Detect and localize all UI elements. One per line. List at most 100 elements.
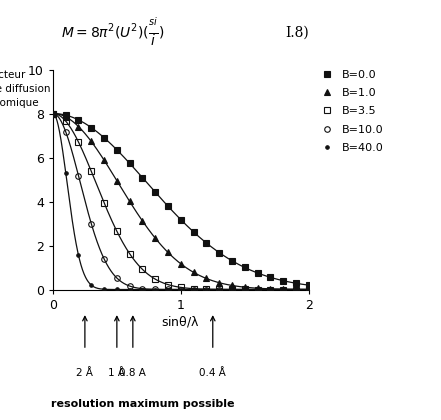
B=0.0 xyxy=(76,117,81,122)
Legend: B=0.0, B=1.0, B=3.5, B=10.0, B=40.0: B=0.0, B=1.0, B=3.5, B=10.0, B=40.0 xyxy=(311,65,389,158)
Text: resolution maximum possible: resolution maximum possible xyxy=(51,399,234,409)
B=10.0 xyxy=(178,287,183,292)
B=1.0 xyxy=(114,178,120,183)
B=40.0 xyxy=(153,287,158,292)
B=1.0 xyxy=(76,124,81,129)
B=3.5 xyxy=(242,287,247,292)
X-axis label: $\mathregular{sin\theta/\lambda}$: $\mathregular{sin\theta/\lambda}$ xyxy=(161,314,200,329)
B=0.0 xyxy=(101,135,107,140)
B=10.0 xyxy=(280,287,286,292)
B=3.5 xyxy=(229,287,235,292)
B=0.0 xyxy=(293,281,299,286)
B=1.0 xyxy=(229,283,235,288)
B=3.5 xyxy=(89,169,94,174)
B=0.0 xyxy=(306,283,311,288)
Line: B=1.0: B=1.0 xyxy=(50,110,312,293)
B=40.0 xyxy=(165,287,171,292)
B=10.0 xyxy=(268,287,273,292)
B=40.0 xyxy=(89,283,94,288)
B=3.5 xyxy=(140,267,145,272)
B=0.0 xyxy=(89,125,94,130)
B=10.0 xyxy=(293,287,299,292)
B=3.5 xyxy=(114,229,120,234)
Text: 0.8 A: 0.8 A xyxy=(120,368,146,378)
B=1.0 xyxy=(63,114,68,119)
B=10.0 xyxy=(127,284,132,289)
B=40.0 xyxy=(306,287,311,292)
Text: 2 Å: 2 Å xyxy=(76,368,93,378)
B=40.0 xyxy=(217,287,222,292)
B=1.0 xyxy=(306,287,311,292)
B=10.0 xyxy=(50,111,56,116)
B=40.0 xyxy=(140,287,145,292)
B=40.0 xyxy=(242,287,247,292)
B=1.0 xyxy=(191,270,196,275)
B=40.0 xyxy=(268,287,273,292)
B=10.0 xyxy=(114,276,120,281)
B=3.5 xyxy=(127,251,132,256)
B=0.0 xyxy=(217,250,222,255)
B=40.0 xyxy=(127,287,132,292)
B=0.0 xyxy=(255,270,260,276)
Text: facteur
de diffusion
atomique: facteur de diffusion atomique xyxy=(0,69,50,108)
B=0.0 xyxy=(127,161,132,166)
B=0.0 xyxy=(153,189,158,194)
Text: I.8): I.8) xyxy=(286,26,310,40)
B=10.0 xyxy=(229,287,235,292)
B=3.5 xyxy=(204,287,209,292)
B=3.5 xyxy=(306,287,311,292)
B=1.0 xyxy=(89,139,94,144)
B=1.0 xyxy=(153,236,158,241)
B=1.0 xyxy=(178,261,183,266)
B=10.0 xyxy=(306,287,311,292)
B=1.0 xyxy=(50,111,56,116)
B=40.0 xyxy=(63,170,68,175)
B=3.5 xyxy=(268,287,273,292)
B=1.0 xyxy=(242,285,247,290)
B=1.0 xyxy=(293,287,299,292)
B=0.0 xyxy=(50,111,56,116)
Line: B=40.0: B=40.0 xyxy=(51,112,310,291)
Line: B=0.0: B=0.0 xyxy=(50,110,312,288)
B=10.0 xyxy=(140,286,145,291)
B=10.0 xyxy=(204,287,209,292)
B=0.0 xyxy=(191,229,196,234)
B=3.5 xyxy=(178,285,183,290)
B=40.0 xyxy=(293,287,299,292)
B=40.0 xyxy=(101,287,107,292)
B=3.5 xyxy=(255,287,260,292)
B=3.5 xyxy=(280,287,286,292)
B=1.0 xyxy=(204,276,209,281)
B=0.0 xyxy=(204,241,209,246)
B=0.0 xyxy=(178,217,183,222)
B=1.0 xyxy=(140,218,145,223)
B=3.5 xyxy=(293,287,299,292)
B=3.5 xyxy=(153,277,158,282)
B=1.0 xyxy=(268,286,273,291)
B=10.0 xyxy=(63,129,68,134)
Text: 0.4 Å: 0.4 Å xyxy=(199,368,226,378)
Text: 1 Å: 1 Å xyxy=(108,368,125,378)
B=40.0 xyxy=(114,287,120,292)
B=0.0 xyxy=(268,275,273,280)
B=40.0 xyxy=(50,111,56,116)
B=0.0 xyxy=(63,113,68,118)
B=3.5 xyxy=(63,118,68,123)
B=10.0 xyxy=(165,287,171,292)
B=3.5 xyxy=(217,287,222,292)
B=1.0 xyxy=(127,199,132,204)
Text: $\mathit{M} = 8\pi^2(\mathit{U}^2)(\dfrac{^{si}}{i})$: $\mathit{M} = 8\pi^2(\mathit{U}^2)(\dfra… xyxy=(60,16,164,50)
B=3.5 xyxy=(76,139,81,144)
B=3.5 xyxy=(50,111,56,116)
B=0.0 xyxy=(242,265,247,270)
B=10.0 xyxy=(89,221,94,226)
B=10.0 xyxy=(191,287,196,292)
B=1.0 xyxy=(165,250,171,255)
B=0.0 xyxy=(165,204,171,209)
B=1.0 xyxy=(280,286,286,291)
B=40.0 xyxy=(76,253,81,258)
B=10.0 xyxy=(76,173,81,178)
B=10.0 xyxy=(217,287,222,292)
B=0.0 xyxy=(229,258,235,263)
B=40.0 xyxy=(280,287,286,292)
